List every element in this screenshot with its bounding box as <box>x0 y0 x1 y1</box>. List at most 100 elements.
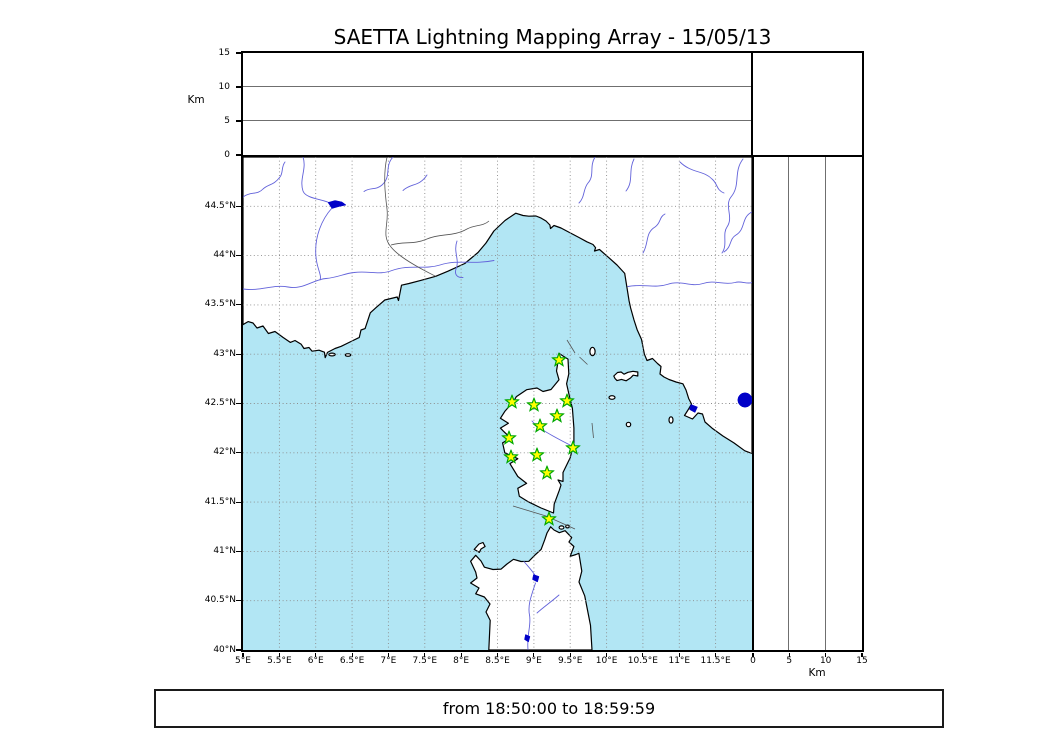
alt-right-axis-tick <box>825 652 827 657</box>
lon-tick-label: 5.5°E <box>267 656 292 666</box>
map-svg <box>241 155 753 651</box>
lon-tick-label: 9°E <box>525 656 542 666</box>
lat-tick-label: 40.5°N <box>204 595 236 606</box>
altitude-gridline <box>242 86 752 87</box>
coastline-mainland <box>241 155 753 454</box>
lon-axis-tick <box>606 652 608 657</box>
lon-tick-label: 6°E <box>307 656 324 666</box>
lon-tick-label: 8.5°E <box>485 656 510 666</box>
alt-right-tick-label: 15 <box>856 656 868 666</box>
lat-tick-label: 44.5°N <box>204 200 236 211</box>
altitude-latitude-panel <box>750 154 864 652</box>
rivers <box>242 156 752 650</box>
lon-axis-tick <box>678 652 680 657</box>
lon-tick-label: 10.5°E <box>627 656 658 666</box>
lat-tick-label: 44°N <box>213 250 236 261</box>
alt-top-tick-label: 0 <box>224 149 230 160</box>
island-port-cros <box>344 352 351 357</box>
alt-top-axis-tick <box>235 120 241 122</box>
time-range-box: from 18:50:00 to 18:59:59 <box>154 689 944 728</box>
alt-right-axis-tick <box>861 652 863 657</box>
lon-tick-label: 7°E <box>380 656 397 666</box>
alt-right-axis-tick <box>752 652 754 657</box>
altitude-gridline <box>788 156 790 650</box>
lon-axis-tick <box>351 652 353 657</box>
island-pianosa <box>607 394 616 400</box>
lat-axis-tick <box>235 649 241 651</box>
island-capraia <box>588 346 596 356</box>
lon-axis-tick <box>424 652 426 657</box>
map-panel <box>240 154 754 652</box>
lat-axis-tick <box>235 402 241 405</box>
lon-axis-tick <box>278 652 280 657</box>
alt-top-axis-tick <box>235 86 241 88</box>
lake-serre-poncon <box>327 199 347 209</box>
island-giglio <box>667 415 674 424</box>
lon-tick-label: 10°E <box>595 656 618 666</box>
alt-right-tick-label: 0 <box>750 656 756 666</box>
lon-axis-tick <box>496 652 499 657</box>
landmasses <box>241 155 753 651</box>
page-title: SAETTA Lightning Mapping Array - 15/05/1… <box>333 25 772 49</box>
corner-panel <box>750 50 864 157</box>
alt-top-tick-label: 5 <box>224 115 230 126</box>
lon-tick-label: 11.5°E <box>700 656 731 666</box>
alt-right-tick-label: 5 <box>786 656 793 666</box>
lake-sardinia-south <box>523 633 530 642</box>
lat-tick-label: 43.5°N <box>204 299 236 310</box>
lat-tick-label: 41.5°N <box>204 496 236 507</box>
lon-axis-tick <box>642 652 644 657</box>
lat-axis-tick <box>235 205 241 207</box>
island-asinara <box>473 541 486 553</box>
alt-right-axis-tick <box>788 652 790 657</box>
lat-lon-gridlines <box>242 156 752 650</box>
political-boundaries <box>383 156 594 529</box>
coastline-corsica <box>499 352 574 514</box>
lon-tick-label: 8°E <box>453 656 470 666</box>
coastline-sardinia <box>469 525 593 651</box>
lat-axis-tick <box>235 452 241 454</box>
lat-axis-tick <box>235 600 241 602</box>
alt-top-axis-tick <box>235 154 241 156</box>
lat-tick-label: 41°N <box>213 545 236 556</box>
altitude-gridline <box>824 156 826 650</box>
alt-right-tick-label: 10 <box>819 656 832 666</box>
island-elba <box>612 370 638 381</box>
altitude-gridline <box>242 120 752 121</box>
km-unit-label-top: Km <box>187 94 205 106</box>
lon-tick-label: 11°E <box>668 656 691 666</box>
lake-bolsena-dot <box>737 392 752 407</box>
lon-axis-tick <box>715 652 717 657</box>
lon-tick-label: 9.5°E <box>557 656 583 666</box>
lakes <box>327 199 698 642</box>
km-unit-label-right: Km <box>808 667 826 679</box>
lat-axis-tick <box>235 501 241 503</box>
lat-axis-tick <box>235 353 241 355</box>
lon-axis-tick <box>460 652 462 657</box>
lon-tick-label: 6.5°E <box>339 656 365 666</box>
lat-axis-tick <box>235 550 241 552</box>
lon-axis-tick <box>242 652 244 657</box>
lon-tick-label: 7.5°E <box>412 656 438 666</box>
lat-tick-label: 42°N <box>213 447 236 458</box>
alt-top-tick-label: 10 <box>218 81 230 92</box>
lon-axis-tick <box>533 652 535 657</box>
lon-axis-tick <box>569 652 571 657</box>
lat-axis-tick <box>235 255 241 257</box>
lat-axis-tick <box>235 304 241 306</box>
lon-tick-label: 5°E <box>235 656 251 666</box>
altitude-longitude-panel <box>240 50 754 157</box>
lat-tick-label: 40°N <box>213 644 236 655</box>
lake-coghinas <box>531 573 539 582</box>
lon-axis-tick <box>387 652 389 657</box>
lat-tick-label: 42.5°N <box>204 398 236 408</box>
lat-tick-label: 43°N <box>213 348 236 359</box>
lon-axis-tick <box>315 652 317 657</box>
lagoon-orbetello <box>688 403 698 413</box>
alt-top-tick-label: 15 <box>218 47 230 58</box>
alt-top-axis-tick <box>235 52 241 54</box>
island-montecristo <box>625 421 631 427</box>
time-range-text: from 18:50:00 to 18:59:59 <box>442 699 656 718</box>
island-maddalena <box>558 524 565 530</box>
